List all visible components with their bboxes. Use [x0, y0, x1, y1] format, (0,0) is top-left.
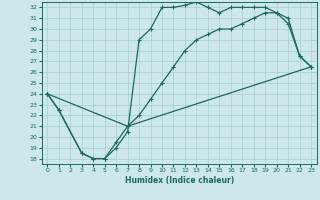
X-axis label: Humidex (Indice chaleur): Humidex (Indice chaleur): [124, 176, 234, 185]
